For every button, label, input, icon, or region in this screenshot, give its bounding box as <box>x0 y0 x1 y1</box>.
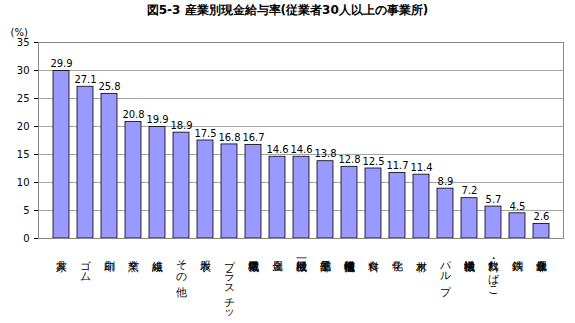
svg-text:30: 30 <box>17 65 30 76</box>
html-text:金属: 金属 <box>271 252 284 253</box>
svg-text:18.9: 18.9 <box>170 120 192 131</box>
svg-text:パルプ: パルプ <box>439 252 453 298</box>
svg-text:15: 15 <box>17 149 30 160</box>
svg-text:27.1: 27.1 <box>74 74 96 85</box>
svg-text:17.5: 17.5 <box>194 128 216 139</box>
svg-text:16.7: 16.7 <box>242 132 264 143</box>
svg-text:16.8: 16.8 <box>218 132 240 143</box>
svg-text:10: 10 <box>17 177 30 188</box>
html-text:非鉄金属: 非鉄金属 <box>535 252 548 253</box>
svg-text:14.6: 14.6 <box>290 144 312 155</box>
html-text:鉄鋼: 鉄鋼 <box>511 252 524 253</box>
svg-text:(%): (%) <box>11 27 28 38</box>
svg-text:4.5: 4.5 <box>510 201 526 212</box>
svg-text:12.8: 12.8 <box>338 154 360 165</box>
svg-text:鉄鋼: 鉄鋼 <box>513 261 524 272</box>
svg-text:25.8: 25.8 <box>98 81 120 92</box>
html-text:窯業: 窯業 <box>127 252 140 253</box>
svg-text:25: 25 <box>17 93 30 104</box>
svg-text:印刷: 印刷 <box>105 261 116 273</box>
svg-text:20.8: 20.8 <box>122 109 144 120</box>
svg-text:8.9: 8.9 <box>438 176 454 187</box>
svg-text:情報通信機械: 情報通信機械 <box>345 261 357 273</box>
html-text:化学: 化学 <box>391 252 404 253</box>
html-text:輸送機械: 輸送機械 <box>463 252 476 253</box>
svg-text:木材: 木材 <box>417 261 429 273</box>
svg-text:電子部品: 電子部品 <box>321 261 332 273</box>
svg-text:12.5: 12.5 <box>362 156 384 167</box>
svg-text:衣服: 衣服 <box>201 260 212 273</box>
svg-text:11.7: 11.7 <box>386 160 408 171</box>
svg-text:繊維: 繊維 <box>153 261 165 273</box>
svg-text:その他: その他 <box>175 252 188 298</box>
svg-text:35: 35 <box>17 37 30 48</box>
svg-text:7.2: 7.2 <box>462 185 478 196</box>
svg-text:家具: 家具 <box>57 261 68 273</box>
svg-text:非鉄金属: 非鉄金属 <box>537 261 548 273</box>
svg-text:プラスチック: プラスチック <box>223 252 236 320</box>
html-text:一般機械: 一般機械 <box>295 252 308 253</box>
html-text:家具: 家具 <box>55 252 68 253</box>
html-text:木材: 木材 <box>415 252 428 253</box>
svg-text:13.8: 13.8 <box>314 148 336 159</box>
html-text:電子部品: 電子部品 <box>319 252 332 253</box>
svg-text:14.6: 14.6 <box>266 144 288 155</box>
svg-text:5.7: 5.7 <box>486 194 502 205</box>
svg-text:化学: 化学 <box>393 261 404 272</box>
svg-text:2.6: 2.6 <box>534 211 550 222</box>
html-text:繊維: 繊維 <box>151 252 164 253</box>
svg-text:19.9: 19.9 <box>146 114 168 125</box>
html-text:食料: 食料 <box>367 252 380 253</box>
svg-text:輸送機械: 輸送機械 <box>465 261 476 273</box>
svg-text:電気機械: 電気機械 <box>249 261 260 273</box>
svg-text:ゴム: ゴム <box>79 252 92 281</box>
svg-text:0: 0 <box>23 233 29 244</box>
svg-text:11.4: 11.4 <box>410 162 432 173</box>
svg-text:20: 20 <box>17 121 30 132</box>
svg-text:金属: 金属 <box>273 261 284 272</box>
html-text:図5-3 産業別現金給与率(従業者30人以上の事業所): 図5-3 産業別現金給与率(従業者30人以上の事業所) <box>146 3 429 17</box>
svg-text:飲料・たばこ: 飲料・たばこ <box>487 252 500 294</box>
svg-text:一般機械: 一般機械 <box>297 257 308 273</box>
svg-text:窯業: 窯業 <box>129 261 140 273</box>
html-text:情報通信機械: 情報通信機械 <box>343 252 356 253</box>
svg-text:5: 5 <box>23 205 29 216</box>
html-text:印刷: 印刷 <box>103 252 116 253</box>
html-text:電気機械: 電気機械 <box>247 252 260 253</box>
svg-text:29.9: 29.9 <box>50 58 72 69</box>
svg-text:食料: 食料 <box>369 261 380 273</box>
html-text:衣服: 衣服 <box>199 252 212 253</box>
